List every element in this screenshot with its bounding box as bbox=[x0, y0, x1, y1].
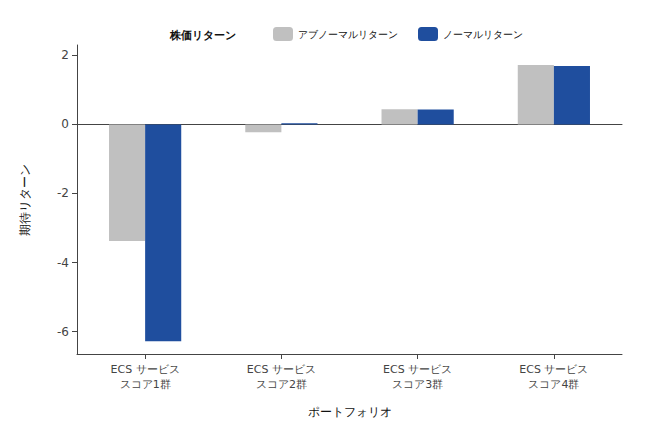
svg-text:アブノーマルリターン: アブノーマルリターン bbox=[298, 29, 398, 40]
svg-text:ECS サービス: ECS サービス bbox=[247, 363, 316, 376]
svg-text:-6: -6 bbox=[57, 325, 69, 339]
svg-text:ECS サービス: ECS サービス bbox=[111, 363, 180, 376]
svg-text:スコア4群: スコア4群 bbox=[528, 378, 579, 391]
svg-text:スコア2群: スコア2群 bbox=[256, 378, 307, 391]
svg-text:ポートフォリオ: ポートフォリオ bbox=[308, 405, 392, 419]
svg-text:-4: -4 bbox=[57, 256, 69, 270]
svg-text:ノーマルリターン: ノーマルリターン bbox=[443, 29, 523, 40]
svg-text:ECS サービス: ECS サービス bbox=[383, 363, 452, 376]
svg-text:スコア1群: スコア1群 bbox=[120, 378, 171, 391]
svg-text:2: 2 bbox=[61, 48, 69, 62]
svg-text:ECS サービス: ECS サービス bbox=[519, 363, 588, 376]
svg-text:期待リターン: 期待リターン bbox=[18, 164, 32, 236]
svg-text:株価リターン: 株価リターン bbox=[169, 29, 236, 42]
svg-text:-2: -2 bbox=[57, 186, 69, 200]
svg-text:0: 0 bbox=[61, 117, 69, 131]
svg-text:スコア3群: スコア3群 bbox=[392, 378, 443, 391]
